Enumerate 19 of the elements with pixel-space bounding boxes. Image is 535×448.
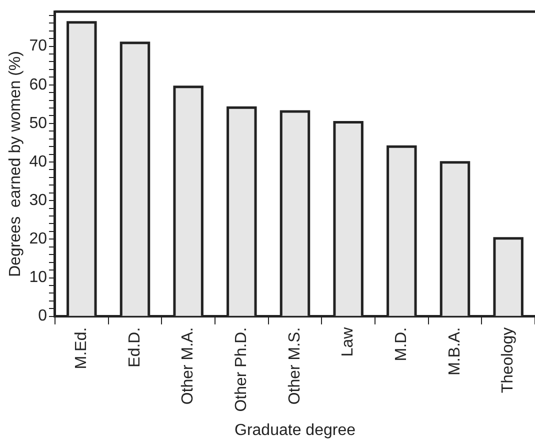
x-tick-label: M.B.A. xyxy=(446,327,464,376)
x-tick-label: Other M.S. xyxy=(286,327,304,405)
x-tick-label: Other M.A. xyxy=(180,327,197,405)
x-axis-title: Graduate degree xyxy=(234,422,356,439)
y-tick-label: 70 xyxy=(29,38,48,55)
y-tick-label: 10 xyxy=(29,269,48,286)
x-tick-label: M.D. xyxy=(393,327,410,362)
y-axis-title: Degrees earned by women (%) xyxy=(7,51,24,277)
x-tick-label: Other Ph.D. xyxy=(233,327,250,412)
x-tick-label: Theology xyxy=(500,327,517,394)
y-tick-label: 60 xyxy=(29,76,48,94)
y-tick-label: 30 xyxy=(29,192,48,210)
x-tick-label: Ed.D. xyxy=(126,327,144,368)
y-tick-label: 40 xyxy=(29,153,48,170)
x-tick-label: M.Ed. xyxy=(73,327,90,370)
x-tick-label: Law xyxy=(340,326,357,357)
y-tick-label: 20 xyxy=(29,230,48,248)
y-tick-label: 0 xyxy=(38,308,48,325)
y-tick-label: 50 xyxy=(29,114,48,132)
